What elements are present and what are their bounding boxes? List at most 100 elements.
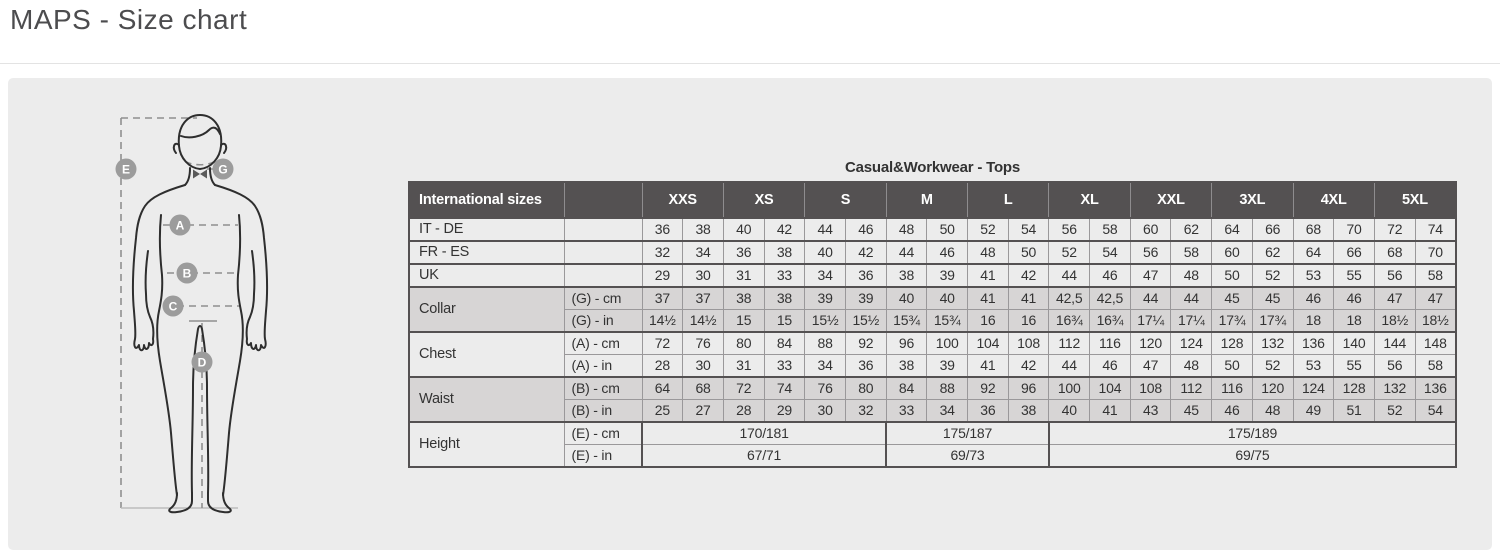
size-value-cell: 48 [1170, 354, 1213, 378]
size-value-cell: 46 [926, 240, 968, 265]
size-value-cell: 36 [722, 240, 765, 265]
size-value-cell: 33 [885, 399, 928, 423]
size-value-cell: 80 [844, 376, 887, 400]
size-value-cell: 44 [1129, 286, 1172, 310]
size-value-cell: 38 [885, 354, 928, 378]
header-size-5xl: 5XL [1373, 181, 1457, 219]
size-value-cell: 58 [1414, 354, 1457, 378]
size-value-cell: 42,5 [1048, 286, 1091, 310]
size-value-cell: 39 [804, 286, 846, 310]
header-size-l: L [966, 181, 1050, 219]
size-value-cell: 128 [1333, 376, 1375, 400]
size-value-cell: 55 [1333, 263, 1375, 288]
size-value-cell: 64 [1292, 240, 1335, 265]
size-value-cell: 31 [722, 354, 765, 378]
row-sublabel [563, 240, 643, 265]
size-value-cell: 40 [885, 286, 928, 310]
size-value-cell: 70 [1414, 240, 1457, 265]
size-table-section: Casual&Workwear - Tops International siz… [408, 158, 1458, 468]
size-value-cell: 34 [682, 240, 724, 265]
size-value-cell: 48 [1251, 399, 1294, 423]
size-value-cell: 40 [804, 240, 846, 265]
size-value-cell: 56 [1129, 240, 1172, 265]
size-value-cell: 32 [844, 399, 887, 423]
row-sublabel: (B) - in [563, 399, 643, 423]
size-value-cell: 54 [1007, 217, 1050, 242]
marker-B-label: B [183, 267, 192, 281]
size-value-cell: 41 [967, 354, 1009, 378]
size-value-cell: 37 [641, 286, 684, 310]
marker-G-circle [212, 158, 234, 180]
row-sublabel: (A) - in [563, 354, 643, 378]
size-value-cell: 42 [1007, 354, 1050, 378]
size-value-cell: 16¾ [1048, 309, 1091, 333]
size-value-cell: 76 [682, 331, 724, 355]
size-value-cell: 58 [1089, 217, 1131, 242]
marker-C-circle [162, 295, 184, 317]
figure-hair [180, 126, 221, 139]
size-value-cell: 38 [885, 263, 928, 288]
size-value-cell: 52 [1048, 240, 1091, 265]
size-span-cell: 175/189 [1047, 421, 1458, 445]
size-value-cell: 72 [722, 376, 765, 400]
size-value-cell: 46 [1211, 399, 1253, 423]
size-value-cell: 42,5 [1089, 286, 1131, 310]
marker-C: C [162, 295, 184, 317]
row-sublabel [563, 217, 643, 242]
size-value-cell: 92 [844, 331, 887, 355]
size-value-cell: 84 [763, 331, 806, 355]
row-sublabel: (E) - in [563, 444, 643, 468]
size-value-cell: 56 [1048, 217, 1091, 242]
header-size-4xl: 4XL [1292, 181, 1375, 219]
size-value-cell: 58 [1414, 263, 1457, 288]
size-value-cell: 34 [926, 399, 968, 423]
row-sublabel: (A) - cm [563, 331, 643, 355]
size-value-cell: 16¾ [1089, 309, 1131, 333]
row-label: UK [408, 263, 565, 288]
row-sublabel [563, 263, 643, 288]
size-value-cell: 112 [1170, 376, 1213, 400]
size-value-cell: 17¾ [1251, 309, 1294, 333]
size-value-cell: 88 [804, 331, 846, 355]
size-value-cell: 108 [1129, 376, 1172, 400]
header-spacer [563, 181, 643, 219]
size-value-cell: 48 [967, 240, 1009, 265]
size-value-cell: 100 [926, 331, 968, 355]
size-value-cell: 27 [682, 399, 724, 423]
size-value-cell: 15½ [844, 309, 887, 333]
size-value-cell: 16 [1007, 309, 1050, 333]
size-value-cell: 68 [682, 376, 724, 400]
size-value-cell: 92 [967, 376, 1009, 400]
figure-head [177, 114, 223, 170]
size-value-cell: 47 [1129, 263, 1172, 288]
size-value-cell: 15 [763, 309, 806, 333]
row-label: FR - ES [408, 240, 565, 265]
size-value-cell: 47 [1373, 286, 1416, 310]
marker-B-circle [176, 262, 198, 284]
header-size-xl: XL [1048, 181, 1131, 219]
size-value-cell: 56 [1373, 263, 1416, 288]
size-value-cell: 64 [641, 376, 684, 400]
size-value-cell: 40 [722, 217, 765, 242]
size-value-cell: 16 [967, 309, 1009, 333]
size-value-cell: 50 [1211, 263, 1253, 288]
page-title: MAPS - Size chart [10, 4, 248, 35]
size-value-cell: 18½ [1414, 309, 1457, 333]
size-value-cell: 44 [885, 240, 928, 265]
size-value-cell: 36 [967, 399, 1009, 423]
header-size-xs: XS [722, 181, 806, 219]
size-value-cell: 28 [641, 354, 684, 378]
size-value-cell: 108 [1007, 331, 1050, 355]
size-value-cell: 60 [1211, 240, 1253, 265]
size-value-cell: 50 [1007, 240, 1050, 265]
size-value-cell: 42 [844, 240, 887, 265]
size-value-cell: 62 [1170, 217, 1213, 242]
size-value-cell: 38 [763, 240, 806, 265]
size-value-cell: 38 [1007, 399, 1050, 423]
size-value-cell: 43 [1129, 399, 1172, 423]
size-value-cell: 39 [926, 354, 968, 378]
row-sublabel: (G) - in [563, 309, 643, 333]
marker-E-circle [115, 158, 137, 180]
row-sublabel: (G) - cm [563, 286, 643, 310]
marker-A-circle [169, 214, 191, 236]
